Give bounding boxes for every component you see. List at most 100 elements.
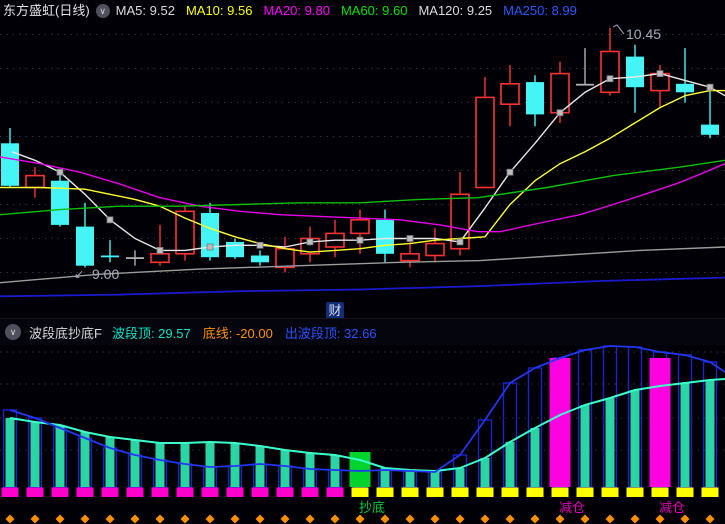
magenta-block	[326, 487, 344, 497]
diamond-icon	[355, 514, 365, 524]
magenta-block	[251, 487, 269, 497]
diamond-icon	[505, 514, 515, 524]
teal-bar	[305, 453, 315, 487]
teal-bar	[680, 383, 690, 487]
ma-line-ma5	[11, 72, 725, 252]
diamond-icon	[455, 514, 465, 524]
ma5-marker	[406, 235, 414, 242]
yellow-block	[376, 487, 394, 497]
yellow-block	[501, 487, 519, 497]
teal-bar	[105, 437, 115, 487]
diamond-icon	[255, 514, 265, 524]
ma-label: MA120: 9.25	[418, 3, 493, 18]
diamond-icon	[405, 514, 415, 524]
ma5-marker	[606, 75, 614, 83]
diamond-icon	[205, 514, 215, 524]
diamond-icon	[705, 514, 715, 524]
diamond-icon	[530, 514, 540, 524]
main-chart-header: 东方盛虹(日线) ∨ MA5: 9.52 MA10: 9.56 MA20: 9.80…	[0, 0, 725, 22]
magenta-block	[1, 487, 19, 497]
teal-bar	[480, 458, 490, 487]
yellow-block	[576, 487, 594, 497]
ma-label: MA10: 9.56	[185, 3, 253, 18]
collapse-chevron-icon[interactable]: ∨	[5, 324, 21, 340]
diamond-icon	[30, 514, 40, 524]
teal-bar	[430, 471, 440, 487]
diamond-icon	[680, 514, 690, 524]
indicator-values: 波段顶: 29.57 底线: -20.00 出波段顶: 32.66	[112, 323, 389, 342]
ma5-marker	[306, 238, 314, 246]
candle-body-down	[626, 56, 644, 88]
teal-bar	[705, 380, 715, 487]
candle-body-down	[76, 226, 94, 266]
watermark-logo: 财	[326, 302, 344, 319]
yellow-block	[526, 487, 544, 497]
ma5-marker	[556, 109, 564, 117]
low-arrow-icon: ↙	[74, 267, 84, 281]
candle-body-up	[275, 247, 295, 269]
candle-body-up	[350, 219, 370, 235]
candle-body-up	[150, 253, 170, 264]
diamond-icon	[580, 514, 590, 524]
yellow-block	[601, 487, 619, 497]
ma5-marker	[256, 241, 264, 249]
indicator-header: ∨ 波段底抄底F 波段顶: 29.57 底线: -20.00 出波段顶: 32.66	[0, 318, 725, 345]
candle-body-up	[600, 50, 620, 94]
candle-body-down	[701, 124, 719, 135]
teal-bar	[5, 418, 15, 487]
diamond-icon	[380, 514, 390, 524]
yellow-block	[351, 487, 369, 497]
yellow-block	[651, 487, 669, 497]
teal-bar	[405, 470, 415, 487]
low-price-label: 9.00	[92, 266, 119, 282]
diamond-icon	[330, 514, 340, 524]
diamond-icon	[630, 514, 640, 524]
candle-body-up	[475, 96, 495, 189]
reduce-signal-bar	[549, 358, 571, 487]
candle-body-up	[500, 83, 520, 106]
candle-body-flat	[126, 257, 144, 259]
teal-bar	[330, 455, 340, 487]
ma5-marker	[656, 70, 664, 77]
teal-bar	[30, 422, 40, 487]
signal-labels: 抄底 减仓 减仓	[359, 500, 685, 515]
teal-bar	[280, 450, 290, 487]
ma-label: MA60: 9.60	[340, 3, 408, 18]
collapse-chevron-icon[interactable]: ∨	[95, 4, 110, 18]
magenta-block	[26, 487, 44, 497]
candle-body-up	[425, 242, 445, 257]
ma5-marker	[156, 246, 164, 254]
ma-label: MA5: 9.52	[115, 3, 175, 18]
teal-bar	[155, 443, 165, 487]
candle-body-down	[526, 82, 544, 115]
diamond-icon	[280, 514, 290, 524]
candle-body-flat	[576, 83, 594, 86]
magenta-block	[176, 487, 194, 497]
teal-bar	[55, 425, 65, 487]
yellow-block	[701, 487, 719, 497]
diamond-icon	[180, 514, 190, 524]
ma-line-ma20	[0, 156, 725, 233]
yellow-block	[476, 487, 494, 497]
teal-bar	[80, 432, 90, 487]
yellow-block	[426, 487, 444, 497]
diamond-icon	[155, 514, 165, 524]
ma5-marker	[206, 243, 214, 251]
teal-bar	[605, 398, 615, 487]
indicator-name: 波段底抄底F	[29, 325, 102, 341]
candle-body-up	[400, 253, 420, 262]
candle-body-down	[676, 83, 694, 93]
ma-line-ma60	[0, 159, 725, 216]
diamond-icon	[80, 514, 90, 524]
diamond-icon	[230, 514, 240, 524]
ma5-marker	[456, 238, 464, 246]
diamond-icon	[555, 514, 565, 524]
indicator-field: 底线: -20.00	[202, 325, 273, 341]
bottom-block-row	[1, 487, 719, 497]
candle-body-up	[175, 210, 195, 255]
reduce-signal-bar	[649, 358, 671, 487]
diamond-icon	[5, 514, 15, 524]
ma-legend: MA5: 9.52 MA10: 9.56 MA20: 9.80 MA60: 9.60 M…	[116, 0, 588, 22]
